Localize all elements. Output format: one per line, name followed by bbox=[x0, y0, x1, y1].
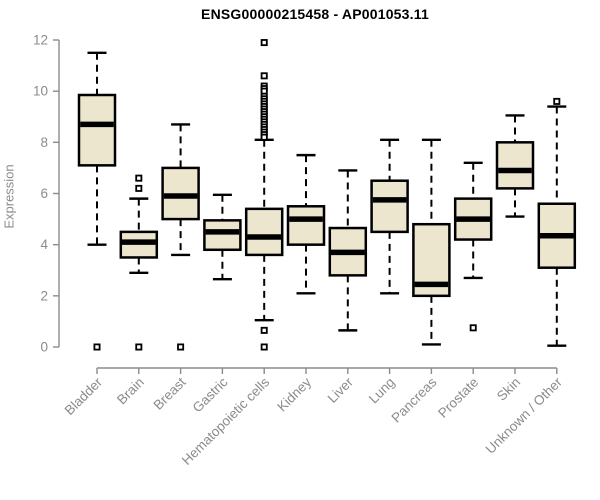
outlier-point bbox=[260, 72, 268, 80]
x-category-label: Prostate bbox=[435, 375, 481, 421]
iqr-box bbox=[203, 219, 242, 252]
outlier-point bbox=[553, 97, 561, 105]
iqr-box bbox=[244, 207, 284, 257]
outlier-point bbox=[135, 174, 143, 182]
box-prostate bbox=[453, 161, 493, 332]
x-category-label: Unknown / Other bbox=[483, 374, 566, 457]
x-category-label: Lung bbox=[366, 375, 398, 407]
box-unknown-other bbox=[537, 97, 577, 347]
y-tick-label: 12 bbox=[33, 33, 48, 48]
outlier-point bbox=[260, 343, 268, 351]
outlier-point bbox=[135, 184, 143, 192]
box-lung bbox=[370, 138, 409, 295]
y-tick-label: 0 bbox=[40, 340, 48, 355]
box-bladder bbox=[77, 51, 117, 351]
y-tick-label: 10 bbox=[33, 84, 48, 99]
x-category-label: Pancreas bbox=[389, 374, 440, 425]
x-category-label: Kidney bbox=[274, 374, 314, 414]
iqr-box bbox=[495, 141, 535, 190]
x-category-label: Breast bbox=[151, 374, 189, 412]
y-tick-label: 4 bbox=[40, 237, 48, 252]
axes bbox=[53, 39, 558, 374]
iqr-box bbox=[77, 93, 117, 167]
iqr-box bbox=[370, 179, 409, 234]
outlier-point bbox=[260, 326, 268, 334]
box-pancreas bbox=[412, 138, 451, 346]
outlier-point bbox=[135, 343, 143, 351]
outlier-point bbox=[93, 343, 101, 351]
outlier-point bbox=[469, 324, 477, 332]
outlier-point bbox=[260, 133, 268, 141]
box-skin bbox=[495, 114, 535, 218]
x-category-label: Gastric bbox=[190, 374, 231, 415]
outlier-point bbox=[177, 343, 185, 351]
box-gastric bbox=[203, 193, 242, 281]
y-tick-label: 2 bbox=[40, 288, 48, 303]
x-category-label: Skin bbox=[494, 375, 523, 404]
box-hematopoietic-cells bbox=[244, 39, 284, 351]
outlier-point bbox=[260, 39, 268, 47]
x-category-label: Brain bbox=[114, 375, 147, 408]
y-tick-label: 8 bbox=[40, 135, 48, 150]
iqr-box bbox=[286, 205, 326, 246]
box-breast bbox=[161, 123, 200, 351]
y-tick-label: 6 bbox=[40, 186, 48, 201]
x-category-label: Liver bbox=[325, 374, 357, 406]
chart-title: ENSG00000215458 - AP001053.11 bbox=[201, 6, 429, 22]
box-liver bbox=[328, 169, 368, 332]
box-brain bbox=[119, 174, 159, 351]
box-kidney bbox=[286, 153, 326, 295]
iqr-box bbox=[412, 222, 451, 298]
x-category-label: Bladder bbox=[62, 374, 106, 418]
